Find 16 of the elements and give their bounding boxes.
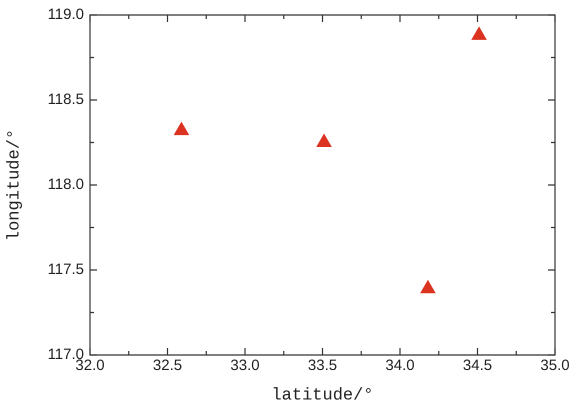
x-tick-label: 34.0: [385, 357, 415, 374]
point: [316, 134, 332, 147]
point: [420, 280, 436, 294]
point: [174, 122, 190, 136]
x-tick-label: 33.0: [230, 357, 260, 374]
y-axis-title: longitude/°: [6, 128, 25, 242]
x-tick-label: 33.5: [308, 357, 338, 374]
y-tick-label: 117.5: [48, 261, 84, 278]
x-tick-label: 34.5: [462, 357, 492, 374]
point: [471, 26, 487, 40]
x-tick-label: 35.0: [540, 357, 570, 374]
x-axis-title: latitude/°: [271, 386, 374, 406]
x-tick-label: 32.5: [152, 357, 182, 374]
y-tick-label: 119.0: [48, 6, 84, 24]
y-tick-label: 118.0: [48, 176, 84, 194]
y-tick-label: 118.5: [48, 91, 84, 108]
